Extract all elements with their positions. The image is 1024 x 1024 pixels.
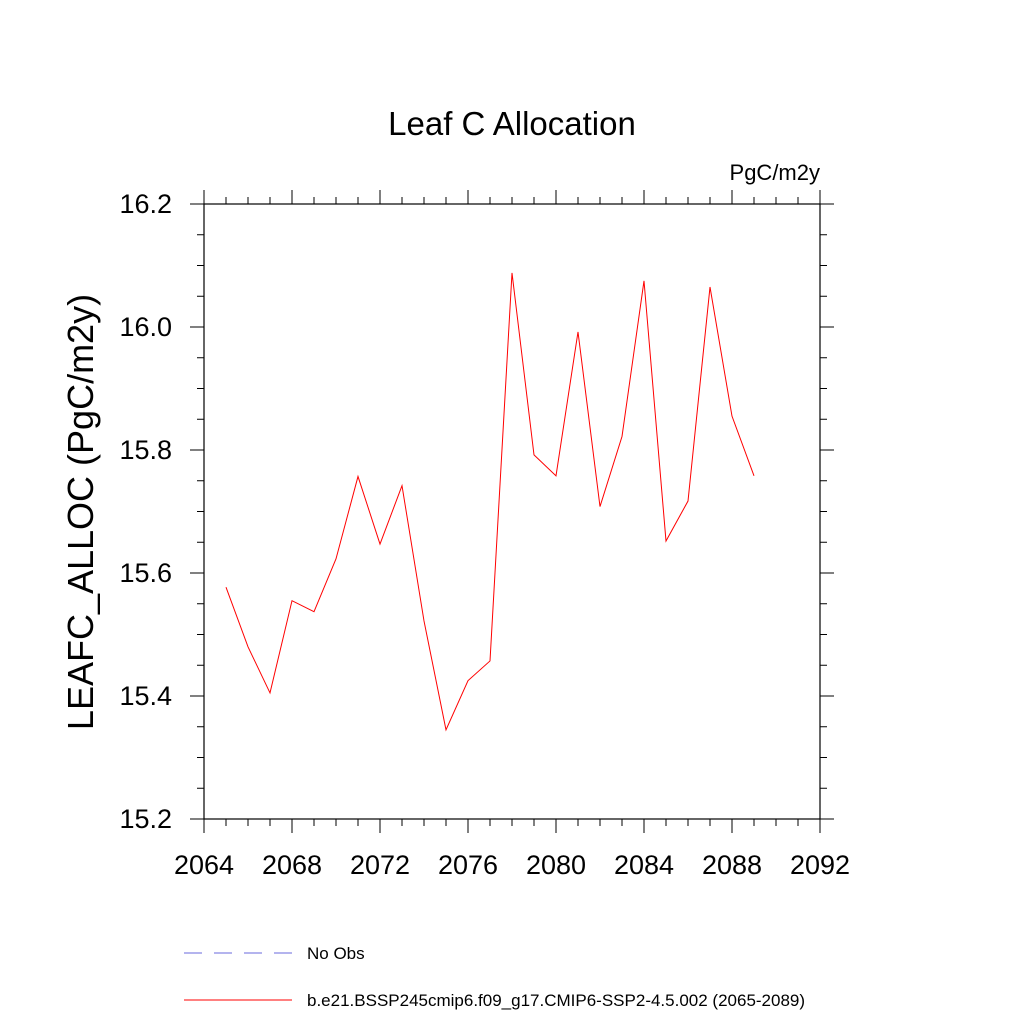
y-tick-label: 16.0 bbox=[119, 312, 172, 342]
x-tick-label: 2072 bbox=[350, 850, 410, 880]
plot-frame bbox=[203, 203, 821, 820]
units-label: PgC/m2y bbox=[730, 160, 820, 185]
x-tick-label: 2064 bbox=[174, 850, 234, 880]
legend: No Obs b.e21.BSSP245cmip6.f09_g17.CMIP6-… bbox=[184, 944, 805, 1010]
y-axis-label: LEAFC_ALLOC (PgC/m2y) bbox=[60, 294, 101, 730]
chart-title: Leaf C Allocation bbox=[388, 105, 636, 142]
axis-ticks bbox=[190, 190, 834, 833]
y-tick-label: 15.6 bbox=[119, 558, 172, 588]
y-tick-label: 15.2 bbox=[119, 804, 172, 834]
y-tick-labels: 15.2 15.4 15.6 15.8 16.0 16.2 bbox=[119, 189, 172, 834]
y-tick-label: 15.8 bbox=[119, 435, 172, 465]
x-tick-label: 2092 bbox=[790, 850, 850, 880]
y-tick-label: 15.4 bbox=[119, 681, 172, 711]
legend-label-no-obs: No Obs bbox=[307, 944, 365, 963]
x-tick-label: 2068 bbox=[262, 850, 322, 880]
x-tick-labels: 2064 2068 2072 2076 2080 2084 2088 2092 bbox=[174, 850, 850, 880]
x-tick-label: 2084 bbox=[614, 850, 674, 880]
legend-label-model: b.e21.BSSP245cmip6.f09_g17.CMIP6-SSP2-4.… bbox=[307, 991, 805, 1010]
y-tick-label: 16.2 bbox=[119, 189, 172, 219]
x-tick-label: 2076 bbox=[438, 850, 498, 880]
series-layer bbox=[225, 272, 755, 732]
x-tick-label: 2088 bbox=[702, 850, 762, 880]
series-line bbox=[225, 272, 755, 732]
x-tick-label: 2080 bbox=[526, 850, 586, 880]
